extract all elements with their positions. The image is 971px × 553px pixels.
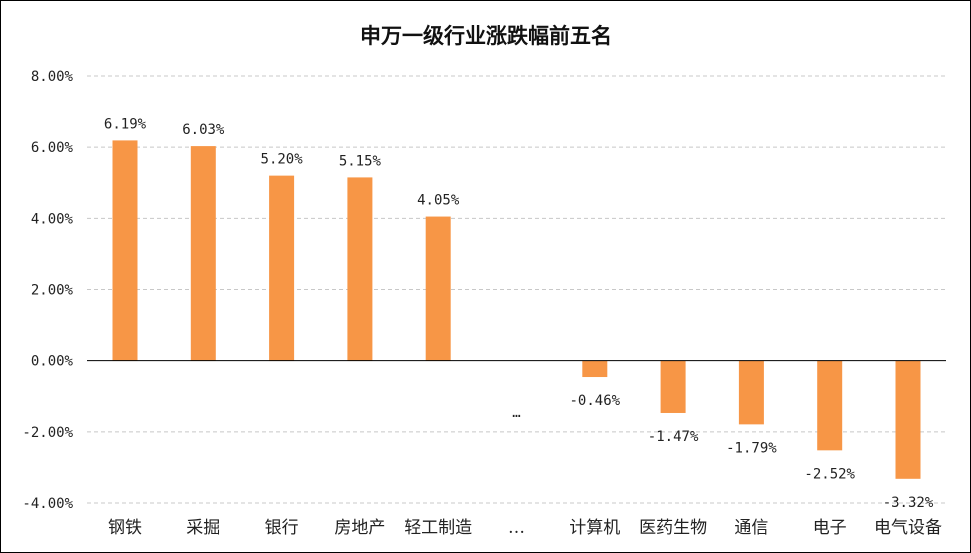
bar (817, 360, 843, 451)
data-label: -0.46% (570, 393, 621, 409)
data-label: -1.79% (726, 440, 777, 456)
x-category-label: 电子 (813, 518, 847, 538)
x-category-label: … (508, 518, 525, 538)
data-label: -2.52% (804, 466, 855, 482)
x-category-label: 通信 (734, 518, 768, 538)
x-category-label: 房地产 (334, 518, 385, 538)
bar (660, 360, 686, 413)
y-tick-label: 6.00% (31, 140, 74, 156)
x-axis-categories: 钢铁 采掘 银行 房地产 轻工制造 … 计算机 医药生物 通信 电子 电气设备 (108, 518, 942, 538)
data-label: 4.05% (417, 193, 460, 209)
data-label: 6.03% (182, 122, 225, 138)
bar (738, 360, 764, 425)
data-label: 6.19% (104, 116, 147, 132)
bar (895, 360, 921, 479)
data-label: … (512, 405, 520, 421)
y-tick-label: 8.00% (31, 69, 74, 85)
y-tick-label: 2.00% (31, 283, 74, 299)
x-category-label: 钢铁 (108, 518, 142, 538)
x-category-label: 轻工制造 (404, 518, 472, 538)
gridlines (87, 75, 946, 504)
bar (112, 140, 138, 361)
bar (582, 360, 608, 378)
bars (112, 140, 921, 479)
data-label: 5.20% (261, 152, 304, 168)
data-label: 5.15% (339, 153, 382, 169)
chart-title: 申万一级行业涨跌幅前五名 (360, 24, 612, 48)
data-label: -3.32% (883, 495, 934, 511)
y-tick-label: -4.00% (22, 496, 73, 512)
bar (425, 216, 451, 361)
bar (269, 175, 295, 361)
bar (190, 146, 216, 361)
y-tick-label: 0.00% (31, 354, 74, 370)
y-axis-ticks: 8.00% 6.00% 4.00% 2.00% 0.00% -2.00% -4.00% (22, 69, 73, 512)
bar (347, 177, 373, 361)
data-labels: 6.19% 6.03% 5.20% 5.15% 4.05% … -0.46% -1.47% -1… (104, 116, 934, 510)
x-category-label: 采掘 (186, 518, 220, 538)
data-label: -1.47% (648, 429, 699, 445)
x-category-label: 银行 (265, 518, 299, 538)
x-category-label: 医药生物 (639, 518, 707, 538)
x-category-label: 电气设备 (874, 518, 942, 538)
y-tick-label: -2.00% (22, 425, 73, 441)
y-tick-label: 4.00% (31, 211, 74, 227)
x-category-label: 计算机 (569, 518, 620, 538)
